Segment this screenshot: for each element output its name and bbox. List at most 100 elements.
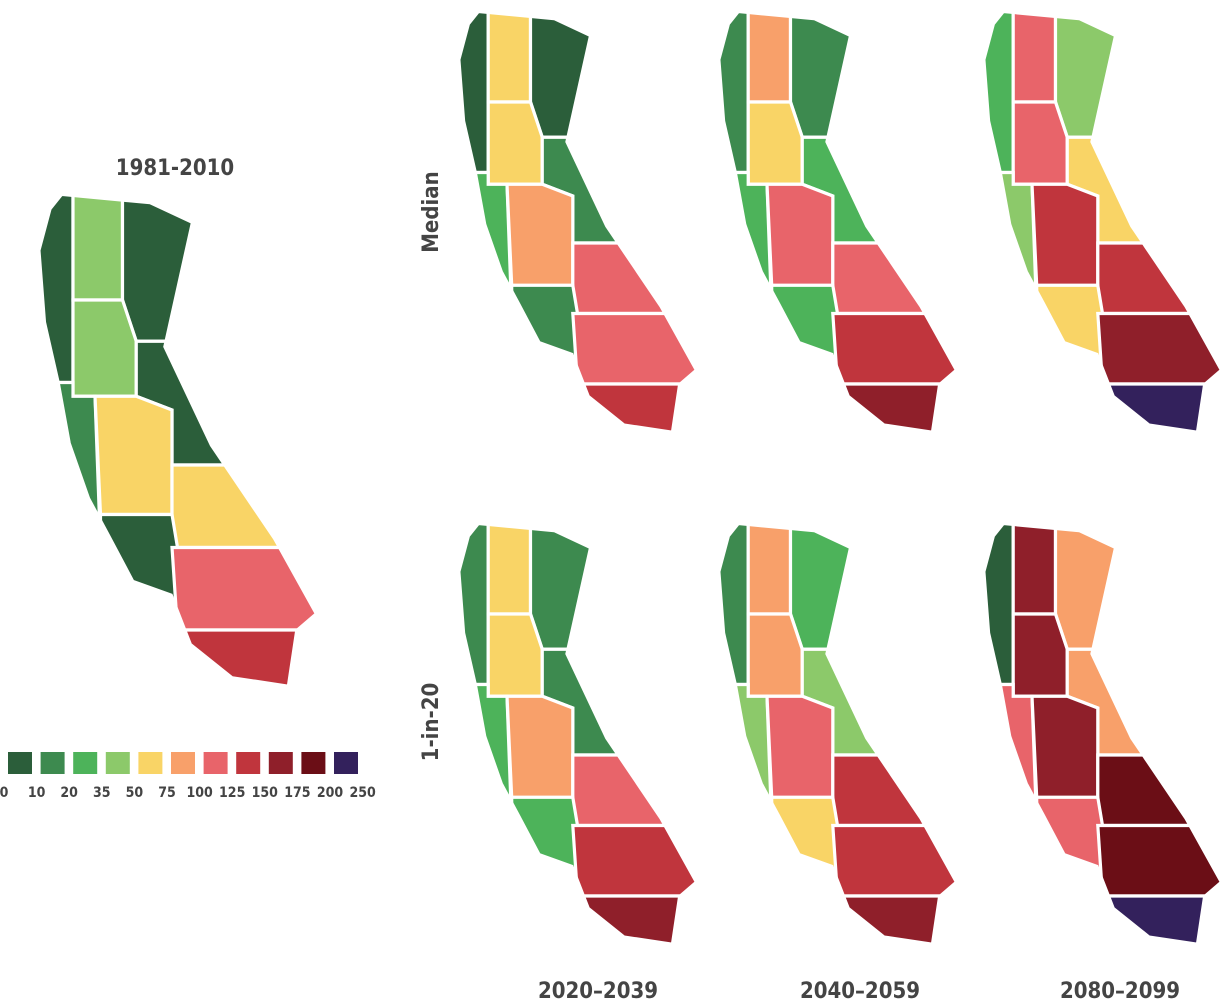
county-region bbox=[460, 795, 580, 943]
column-label: 2040–2059 bbox=[800, 979, 920, 1002]
county-region bbox=[811, 382, 955, 431]
legend-label: 75 bbox=[158, 785, 176, 801]
county-region bbox=[720, 524, 750, 687]
regions bbox=[720, 12, 955, 431]
legend-label: 20 bbox=[60, 785, 78, 801]
county-region bbox=[985, 524, 1015, 687]
state-outline bbox=[459, 524, 696, 944]
california-map bbox=[459, 12, 696, 432]
county-region bbox=[40, 195, 75, 385]
legend-swatch bbox=[268, 752, 293, 774]
county-region bbox=[985, 12, 1015, 175]
county-region bbox=[1030, 694, 1100, 799]
row-label: Median bbox=[419, 171, 444, 253]
county-region bbox=[1053, 12, 1152, 139]
regions bbox=[985, 524, 1220, 943]
legend-swatch bbox=[105, 752, 130, 774]
california-map bbox=[984, 12, 1221, 432]
county-region bbox=[71, 298, 138, 398]
state-outline bbox=[39, 194, 316, 686]
county-region bbox=[460, 283, 580, 431]
county-region bbox=[147, 628, 315, 685]
legend-label: 150 bbox=[252, 785, 279, 801]
county-region bbox=[528, 524, 627, 651]
county-region bbox=[571, 311, 695, 386]
county-region bbox=[985, 795, 1105, 943]
regions bbox=[460, 12, 695, 431]
county-region bbox=[571, 753, 695, 828]
county-region bbox=[1076, 382, 1220, 431]
state-outline bbox=[459, 12, 696, 432]
legend-swatch bbox=[40, 752, 65, 774]
legend-swatch bbox=[236, 752, 261, 774]
legend-label: 35 bbox=[93, 785, 111, 801]
county-region bbox=[120, 195, 235, 343]
county-region bbox=[551, 894, 695, 943]
legend-label: 200 bbox=[317, 785, 344, 801]
county-region bbox=[1011, 100, 1069, 186]
county-region bbox=[1096, 753, 1220, 828]
county-region bbox=[985, 283, 1105, 431]
california-map bbox=[984, 524, 1221, 944]
county-region bbox=[505, 182, 575, 287]
legend-swatch bbox=[171, 752, 195, 774]
legend-label: 100 bbox=[186, 785, 213, 801]
legend-label: 250 bbox=[349, 785, 376, 801]
california-map bbox=[39, 194, 316, 686]
county-region bbox=[765, 182, 835, 287]
county-region bbox=[460, 524, 490, 687]
row-label: 1-in-20 bbox=[419, 683, 444, 762]
county-region bbox=[528, 12, 627, 139]
county-region bbox=[486, 524, 533, 616]
california-map bbox=[459, 524, 696, 944]
county-region bbox=[1030, 182, 1100, 287]
county-region bbox=[1011, 524, 1058, 616]
county-region bbox=[40, 512, 180, 685]
county-region bbox=[831, 311, 955, 386]
county-region bbox=[571, 823, 695, 898]
county-region bbox=[486, 612, 544, 698]
legend-label: 50 bbox=[126, 785, 144, 801]
county-region bbox=[460, 12, 490, 175]
county-region bbox=[1053, 524, 1152, 651]
legend-label: 175 bbox=[284, 785, 310, 801]
county-region bbox=[765, 694, 835, 799]
county-region bbox=[788, 12, 887, 139]
legend-swatch bbox=[301, 752, 326, 774]
county-region bbox=[831, 823, 955, 898]
regions bbox=[985, 12, 1220, 431]
county-region bbox=[746, 100, 804, 186]
county-region bbox=[831, 753, 955, 828]
state-outline bbox=[719, 524, 956, 944]
county-region bbox=[571, 241, 695, 316]
county-region bbox=[720, 795, 840, 943]
baseline-title: 1981-2010 bbox=[116, 156, 234, 181]
county-region bbox=[170, 463, 315, 550]
legend-label: 0 bbox=[0, 785, 9, 801]
county-region bbox=[505, 694, 575, 799]
county-region bbox=[746, 524, 793, 616]
legend-swatch bbox=[73, 752, 98, 774]
state-outline bbox=[719, 12, 956, 432]
column-label: 2080–2099 bbox=[1060, 979, 1180, 1002]
legend-swatch bbox=[203, 752, 228, 774]
county-region bbox=[93, 394, 174, 517]
column-label: 2020–2039 bbox=[538, 979, 658, 1002]
legend-swatch bbox=[334, 752, 358, 774]
legend-label: 125 bbox=[219, 785, 245, 801]
county-region bbox=[1076, 894, 1220, 943]
county-region bbox=[720, 12, 750, 175]
legend-swatch bbox=[138, 752, 163, 774]
county-region bbox=[170, 545, 315, 632]
county-region bbox=[551, 382, 695, 431]
county-region bbox=[1096, 241, 1220, 316]
california-map bbox=[719, 524, 956, 944]
county-region bbox=[1011, 612, 1069, 698]
state-outline bbox=[984, 12, 1221, 432]
state-outline bbox=[984, 524, 1221, 944]
california-map bbox=[719, 12, 956, 432]
legend-swatch bbox=[8, 752, 32, 774]
county-region bbox=[788, 524, 887, 651]
